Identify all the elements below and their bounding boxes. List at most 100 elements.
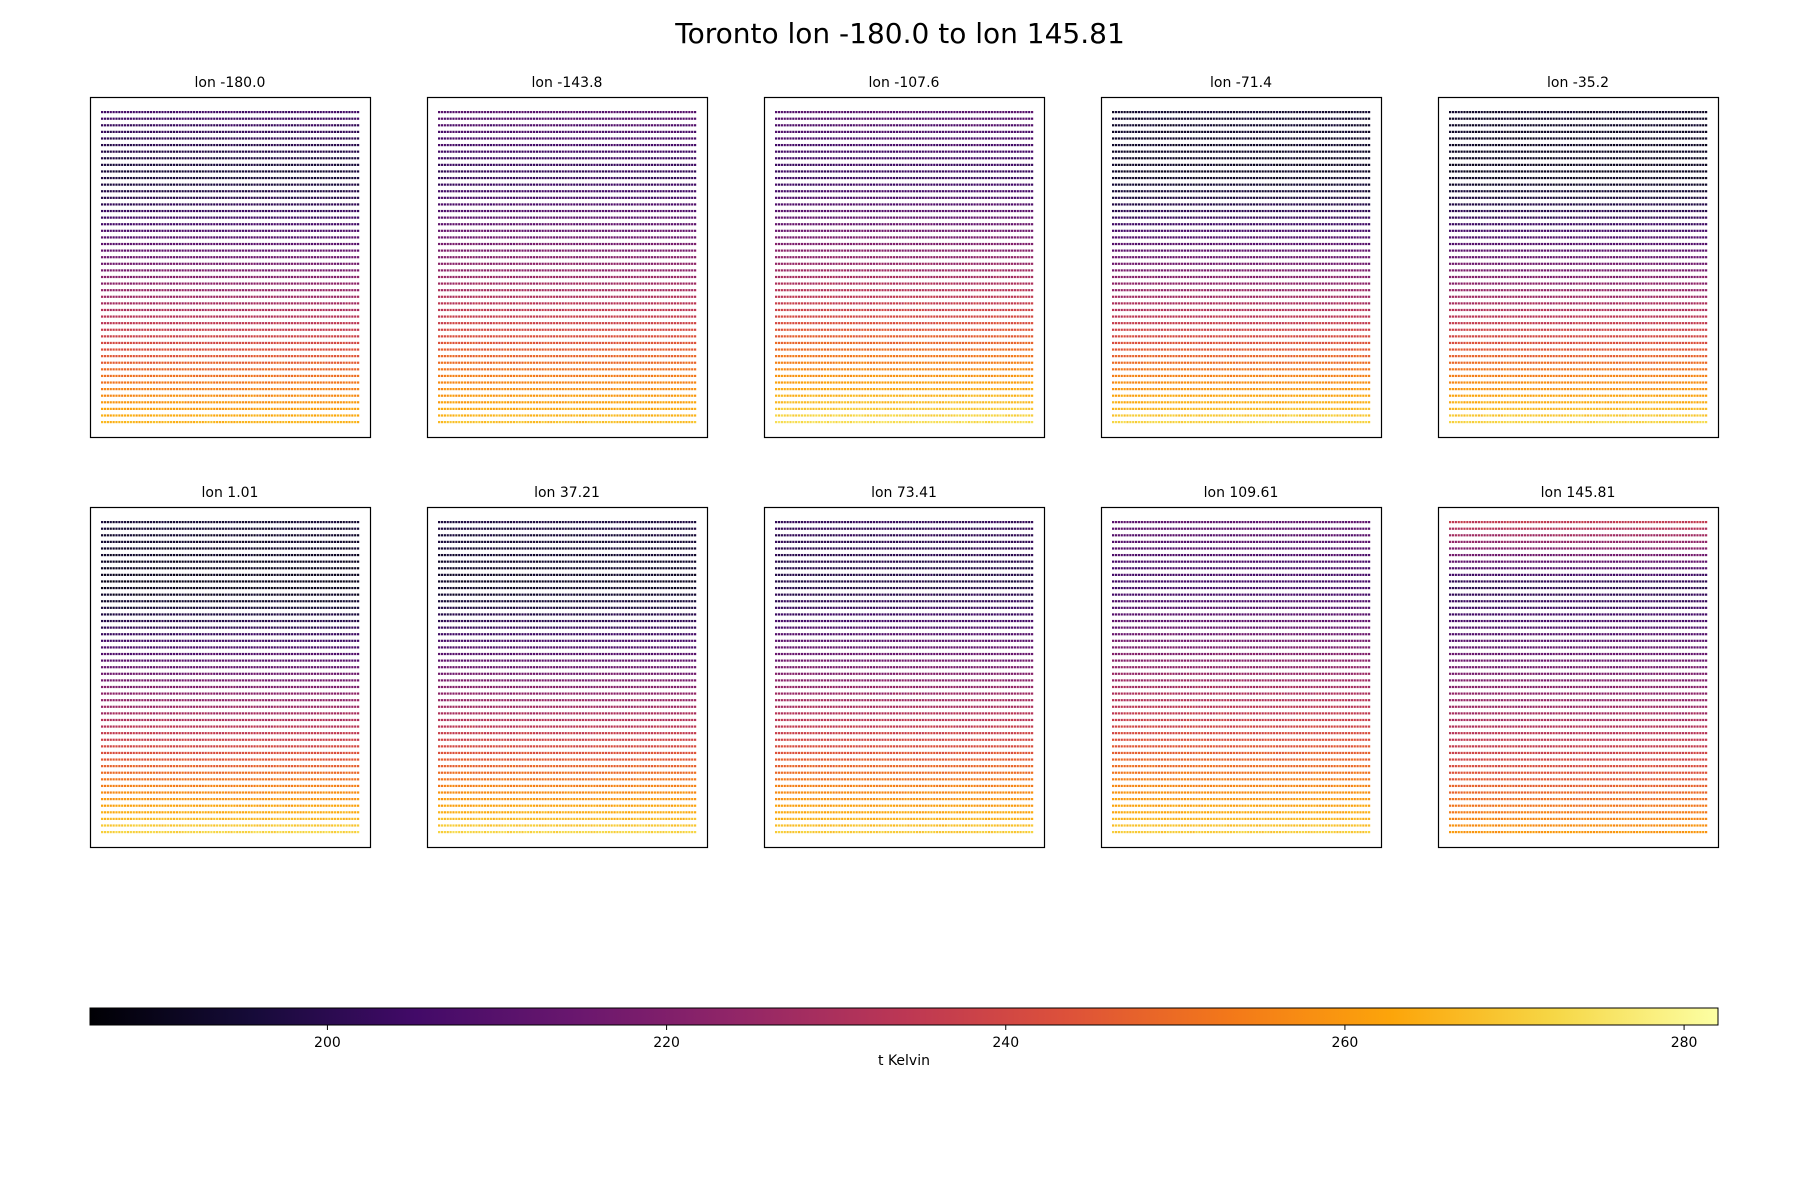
scatter-point bbox=[348, 197, 350, 199]
scatter-point bbox=[228, 282, 230, 284]
scatter-point bbox=[207, 236, 209, 238]
scatter-point bbox=[216, 197, 218, 199]
scatter-point bbox=[207, 263, 209, 265]
scatter-point bbox=[127, 170, 129, 172]
scatter-point bbox=[294, 276, 296, 278]
scatter-point bbox=[294, 184, 296, 186]
scatter-point bbox=[291, 289, 293, 291]
scatter-point bbox=[317, 269, 319, 271]
scatter-point bbox=[222, 144, 224, 146]
scatter-point bbox=[253, 269, 255, 271]
scatter-point bbox=[104, 144, 106, 146]
scatter-point bbox=[276, 250, 278, 252]
scatter-point bbox=[101, 309, 103, 311]
scatter-point bbox=[115, 263, 117, 265]
scatter-point bbox=[236, 276, 238, 278]
scatter-point bbox=[136, 296, 138, 298]
scatter-point bbox=[153, 256, 155, 258]
scatter-point bbox=[331, 111, 333, 113]
scatter-point bbox=[141, 269, 143, 271]
scatter-point bbox=[242, 243, 244, 245]
scatter-point bbox=[345, 296, 347, 298]
scatter-point bbox=[173, 177, 175, 179]
scatter-point bbox=[294, 263, 296, 265]
scatter-point bbox=[276, 243, 278, 245]
scatter-point bbox=[302, 263, 304, 265]
scatter-point bbox=[357, 256, 359, 258]
scatter-point bbox=[127, 157, 129, 159]
scatter-point bbox=[311, 236, 313, 238]
scatter-point bbox=[130, 276, 132, 278]
scatter-point bbox=[124, 282, 126, 284]
scatter-point bbox=[230, 276, 232, 278]
scatter-point bbox=[228, 250, 230, 252]
scatter-point bbox=[248, 170, 250, 172]
scatter-point bbox=[271, 164, 273, 166]
scatter-point bbox=[271, 190, 273, 192]
scatter-point bbox=[184, 302, 186, 304]
scatter-point bbox=[173, 151, 175, 153]
scatter-point bbox=[253, 131, 255, 133]
scatter-point bbox=[176, 282, 178, 284]
scatter-point bbox=[256, 197, 258, 199]
scatter-point bbox=[182, 256, 184, 258]
scatter-point bbox=[121, 236, 123, 238]
scatter-point bbox=[176, 315, 178, 317]
scatter-point bbox=[274, 309, 276, 311]
scatter-point bbox=[242, 151, 244, 153]
scatter-point bbox=[184, 124, 186, 126]
scatter-point bbox=[305, 170, 307, 172]
scatter-point bbox=[107, 236, 109, 238]
scatter-point bbox=[325, 131, 327, 133]
scatter-point bbox=[233, 217, 235, 219]
scatter-point bbox=[288, 236, 290, 238]
scatter-point bbox=[196, 223, 198, 225]
scatter-point bbox=[345, 164, 347, 166]
scatter-point bbox=[130, 296, 132, 298]
scatter-point bbox=[331, 223, 333, 225]
scatter-point bbox=[104, 309, 106, 311]
scatter-point bbox=[334, 263, 336, 265]
scatter-point bbox=[268, 256, 270, 258]
scatter-point bbox=[253, 289, 255, 291]
scatter-point bbox=[311, 263, 313, 265]
scatter-point bbox=[219, 157, 221, 159]
scatter-point bbox=[251, 289, 253, 291]
scatter-point bbox=[179, 184, 181, 186]
scatter-point bbox=[297, 296, 299, 298]
scatter-point bbox=[156, 309, 158, 311]
scatter-point bbox=[268, 302, 270, 304]
scatter-point bbox=[320, 230, 322, 232]
scatter-point bbox=[150, 230, 152, 232]
scatter-point bbox=[268, 170, 270, 172]
scatter-point bbox=[348, 144, 350, 146]
scatter-point bbox=[138, 118, 140, 120]
scatter-point bbox=[190, 315, 192, 317]
scatter-point bbox=[159, 309, 161, 311]
scatter-point bbox=[357, 203, 359, 205]
scatter-point bbox=[159, 197, 161, 199]
scatter-point bbox=[161, 197, 163, 199]
scatter-point bbox=[345, 223, 347, 225]
scatter-point bbox=[239, 151, 241, 153]
scatter-point bbox=[207, 269, 209, 271]
scatter-point bbox=[207, 184, 209, 186]
scatter-point bbox=[187, 302, 189, 304]
scatter-point bbox=[357, 223, 359, 225]
scatter-point bbox=[170, 131, 172, 133]
scatter-point bbox=[340, 184, 342, 186]
scatter-point bbox=[167, 210, 169, 212]
scatter-point bbox=[242, 144, 244, 146]
scatter-point bbox=[302, 289, 304, 291]
scatter-point bbox=[259, 289, 261, 291]
scatter-point bbox=[279, 164, 281, 166]
scatter-point bbox=[176, 184, 178, 186]
scatter-point bbox=[176, 217, 178, 219]
scatter-point bbox=[291, 157, 293, 159]
scatter-point bbox=[127, 197, 129, 199]
scatter-point bbox=[320, 144, 322, 146]
scatter-point bbox=[156, 190, 158, 192]
scatter-point bbox=[222, 210, 224, 212]
scatter-point bbox=[236, 124, 238, 126]
scatter-point bbox=[288, 131, 290, 133]
